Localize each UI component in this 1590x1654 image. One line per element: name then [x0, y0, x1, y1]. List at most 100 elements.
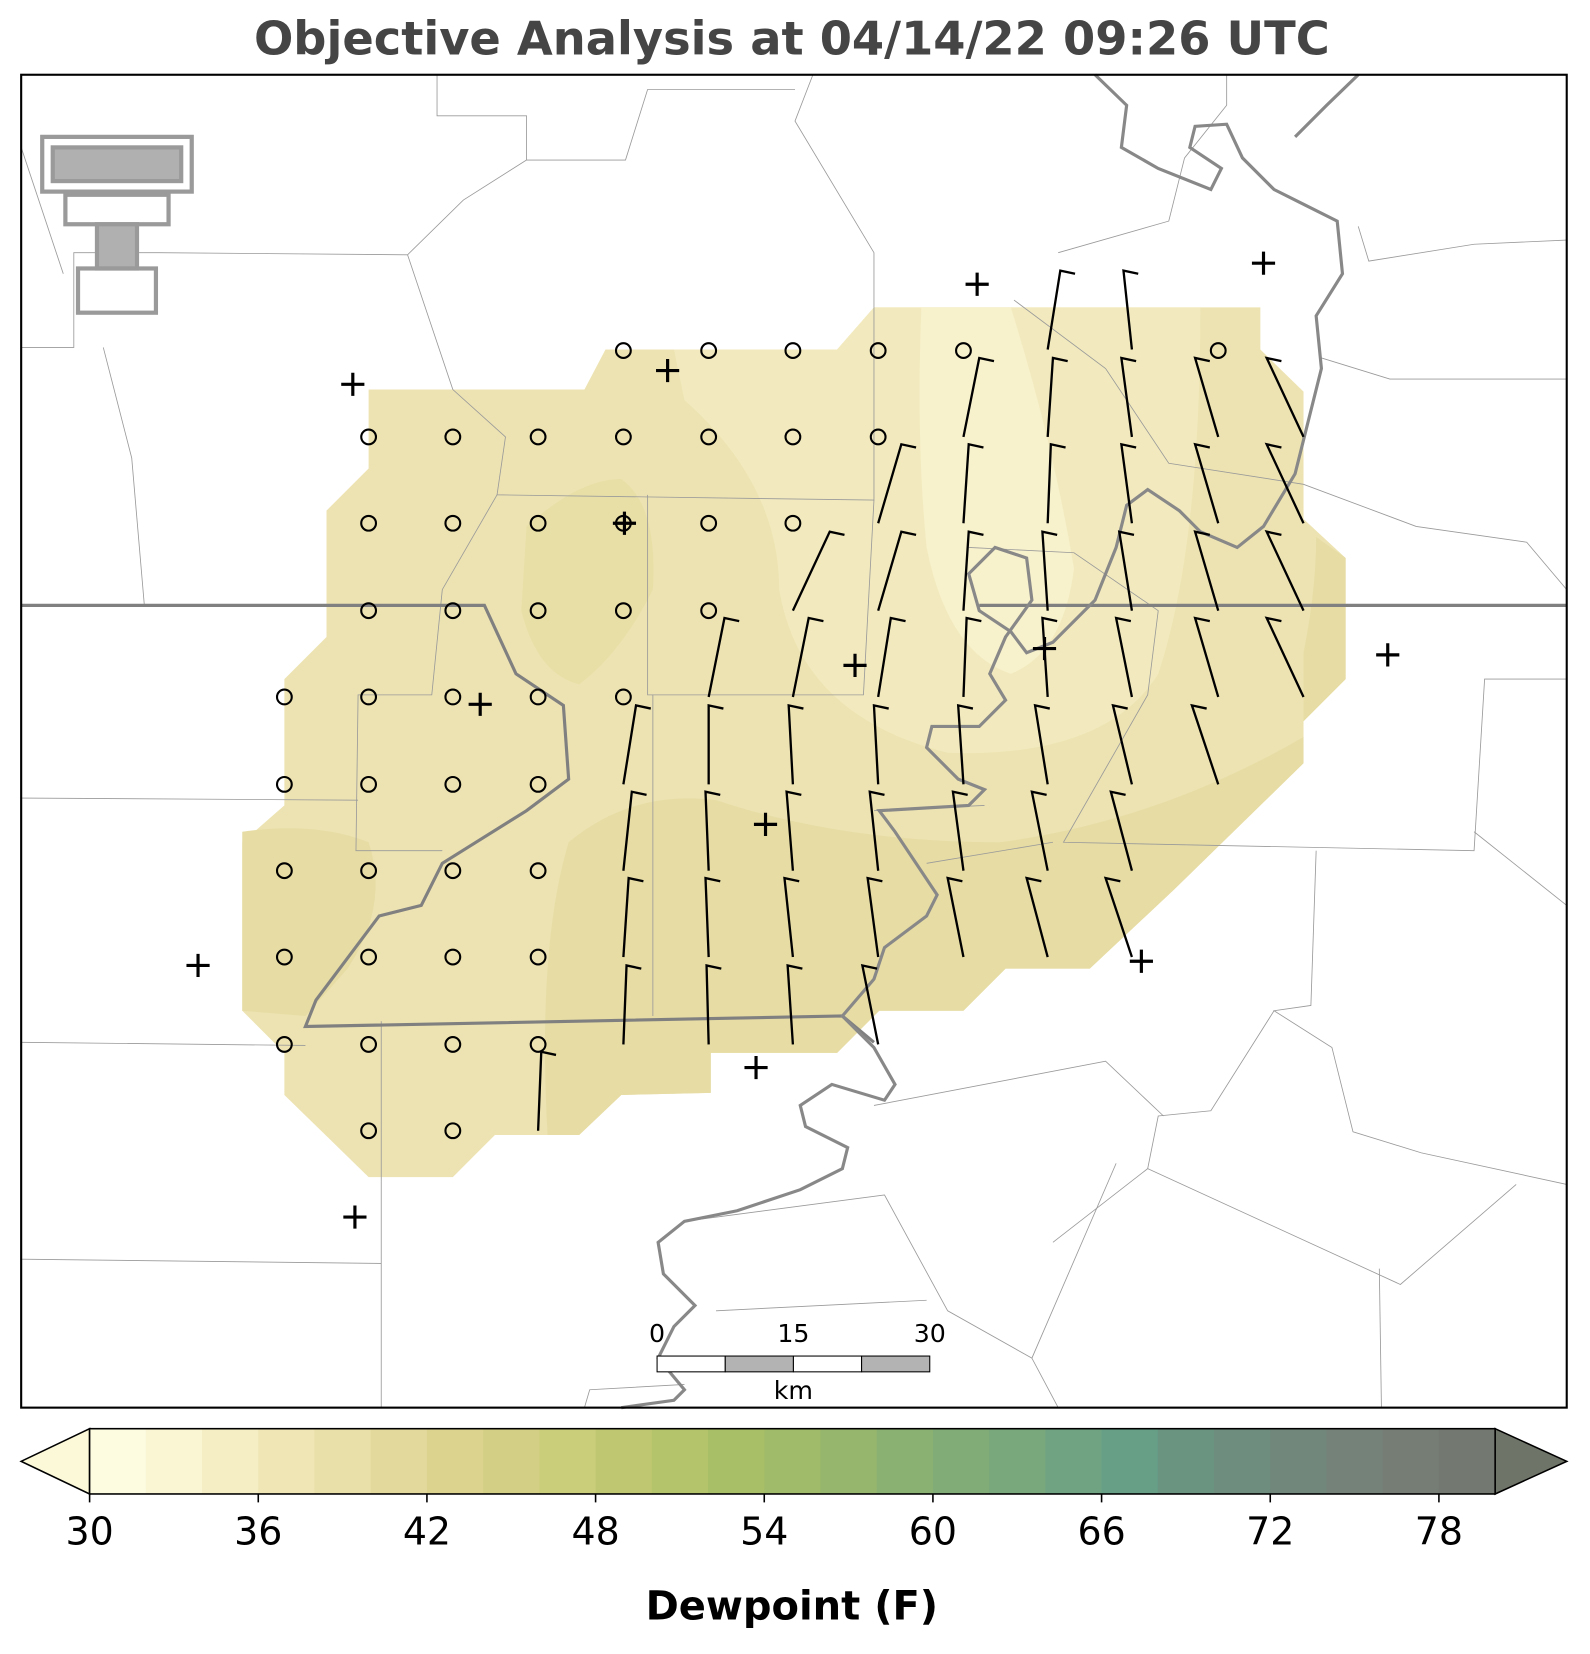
colorbar-bin — [1326, 1428, 1384, 1494]
wind-barb — [946, 876, 965, 958]
station-calm — [275, 1035, 293, 1053]
station-calm — [784, 342, 802, 360]
station-calm — [700, 428, 718, 446]
station-plus — [186, 953, 210, 978]
colorbar-tick-label: 60 — [909, 1509, 957, 1553]
colorbar-tick-label: 54 — [740, 1509, 788, 1553]
wind-barb — [705, 964, 722, 1045]
colorbar-bin — [1382, 1428, 1440, 1494]
station-calm — [529, 602, 547, 620]
wind-barb — [1041, 616, 1058, 698]
scale-bar: 0 15 30 km — [649, 1319, 946, 1405]
station-calm — [614, 342, 632, 360]
station-calm — [529, 688, 547, 706]
wind-barb — [1120, 442, 1137, 524]
colorbar-bin — [1157, 1428, 1215, 1494]
wind-barb — [962, 530, 984, 611]
wind-barb — [1193, 616, 1220, 698]
colorbar-bin — [258, 1428, 316, 1494]
wind-barb — [791, 616, 824, 698]
station-calm — [444, 948, 462, 966]
colorbar-bin — [820, 1428, 878, 1494]
wind-barb — [785, 790, 802, 871]
station-plus — [843, 653, 867, 677]
logo-part — [50, 145, 184, 184]
colorbar-bin — [202, 1428, 259, 1494]
station-calm — [444, 775, 462, 793]
colorbar-tick-label: 48 — [571, 1509, 619, 1553]
station-calm — [529, 514, 547, 532]
station-calm — [360, 862, 378, 880]
station-calm — [275, 688, 293, 706]
colorbar-bin — [1214, 1428, 1271, 1494]
scale-segment — [792, 1355, 863, 1373]
colorbar-bin — [764, 1428, 822, 1494]
river — [621, 73, 1345, 1410]
wind-barb — [1264, 530, 1305, 612]
station-calm — [1209, 342, 1227, 360]
colorbar-bin — [89, 1428, 147, 1494]
station-calm — [700, 342, 718, 360]
wind-barb — [1033, 703, 1051, 785]
wind-barb — [1025, 876, 1049, 958]
title: Objective Analysis at 04/14/22 09:26 UTC — [254, 12, 1330, 66]
wind-barb — [707, 616, 740, 698]
colorbar-bin — [483, 1428, 540, 1494]
dewpoint-field — [1303, 536, 1346, 722]
scale-segment — [724, 1355, 794, 1373]
station-calm — [444, 1122, 462, 1140]
wind-barb — [536, 1050, 557, 1131]
station-calm — [444, 514, 462, 532]
station-calm — [360, 1035, 378, 1053]
station-plus — [1129, 949, 1153, 973]
wind-barb — [786, 963, 803, 1045]
station-calm — [529, 948, 547, 966]
station-calm — [529, 1035, 547, 1053]
stations — [186, 251, 1400, 1229]
station-calm — [529, 862, 547, 880]
scale-tick-label: 30 — [914, 1319, 946, 1348]
county-lines — [20, 74, 1568, 1408]
colorbar-tick-label: 66 — [1077, 1509, 1125, 1553]
dewpoint-field — [919, 307, 1075, 674]
colorbar-tick-label: 78 — [1415, 1509, 1463, 1553]
station-calm — [360, 428, 378, 446]
station-calm — [784, 514, 802, 532]
wind-barb — [866, 876, 883, 958]
colorbar-over — [1494, 1427, 1569, 1496]
station-calm — [784, 428, 802, 446]
wind-barb — [868, 790, 885, 871]
station-calm — [360, 1122, 378, 1140]
station-plus — [753, 812, 778, 836]
colorbar-bin — [932, 1428, 990, 1494]
wind-barb — [622, 790, 647, 871]
station-calm — [275, 775, 293, 793]
station-plus — [468, 692, 492, 716]
station-calm — [444, 1035, 462, 1053]
colorbar-bin — [145, 1428, 203, 1494]
wind-barb — [962, 356, 995, 438]
station-plus — [343, 1205, 367, 1229]
scale-segment — [861, 1355, 931, 1373]
colorbar-bin — [1045, 1428, 1103, 1494]
state-line — [21, 603, 875, 1044]
colorbar-bin — [426, 1428, 484, 1494]
colorbar-tick-label: 42 — [403, 1509, 451, 1553]
colorbar-tick-label: 72 — [1246, 1509, 1294, 1553]
colorbar-bin — [370, 1428, 428, 1494]
scale-segment — [656, 1355, 726, 1373]
station-plus — [744, 1055, 768, 1080]
wind-barb — [791, 530, 845, 612]
colorbar-tick-label: 30 — [65, 1509, 113, 1553]
station-calm — [614, 688, 632, 706]
wind-barb — [622, 704, 652, 785]
colorbar: 30 36 42 48 54 60 66 72 78 — [19, 1427, 1569, 1553]
wind-barb — [1046, 442, 1066, 524]
wind-barb — [962, 442, 984, 524]
wind-barb — [783, 876, 800, 958]
scale-tick-label: 15 — [777, 1319, 809, 1348]
station-calm — [614, 428, 632, 446]
station-calm — [869, 428, 887, 446]
station-plus — [965, 272, 989, 296]
